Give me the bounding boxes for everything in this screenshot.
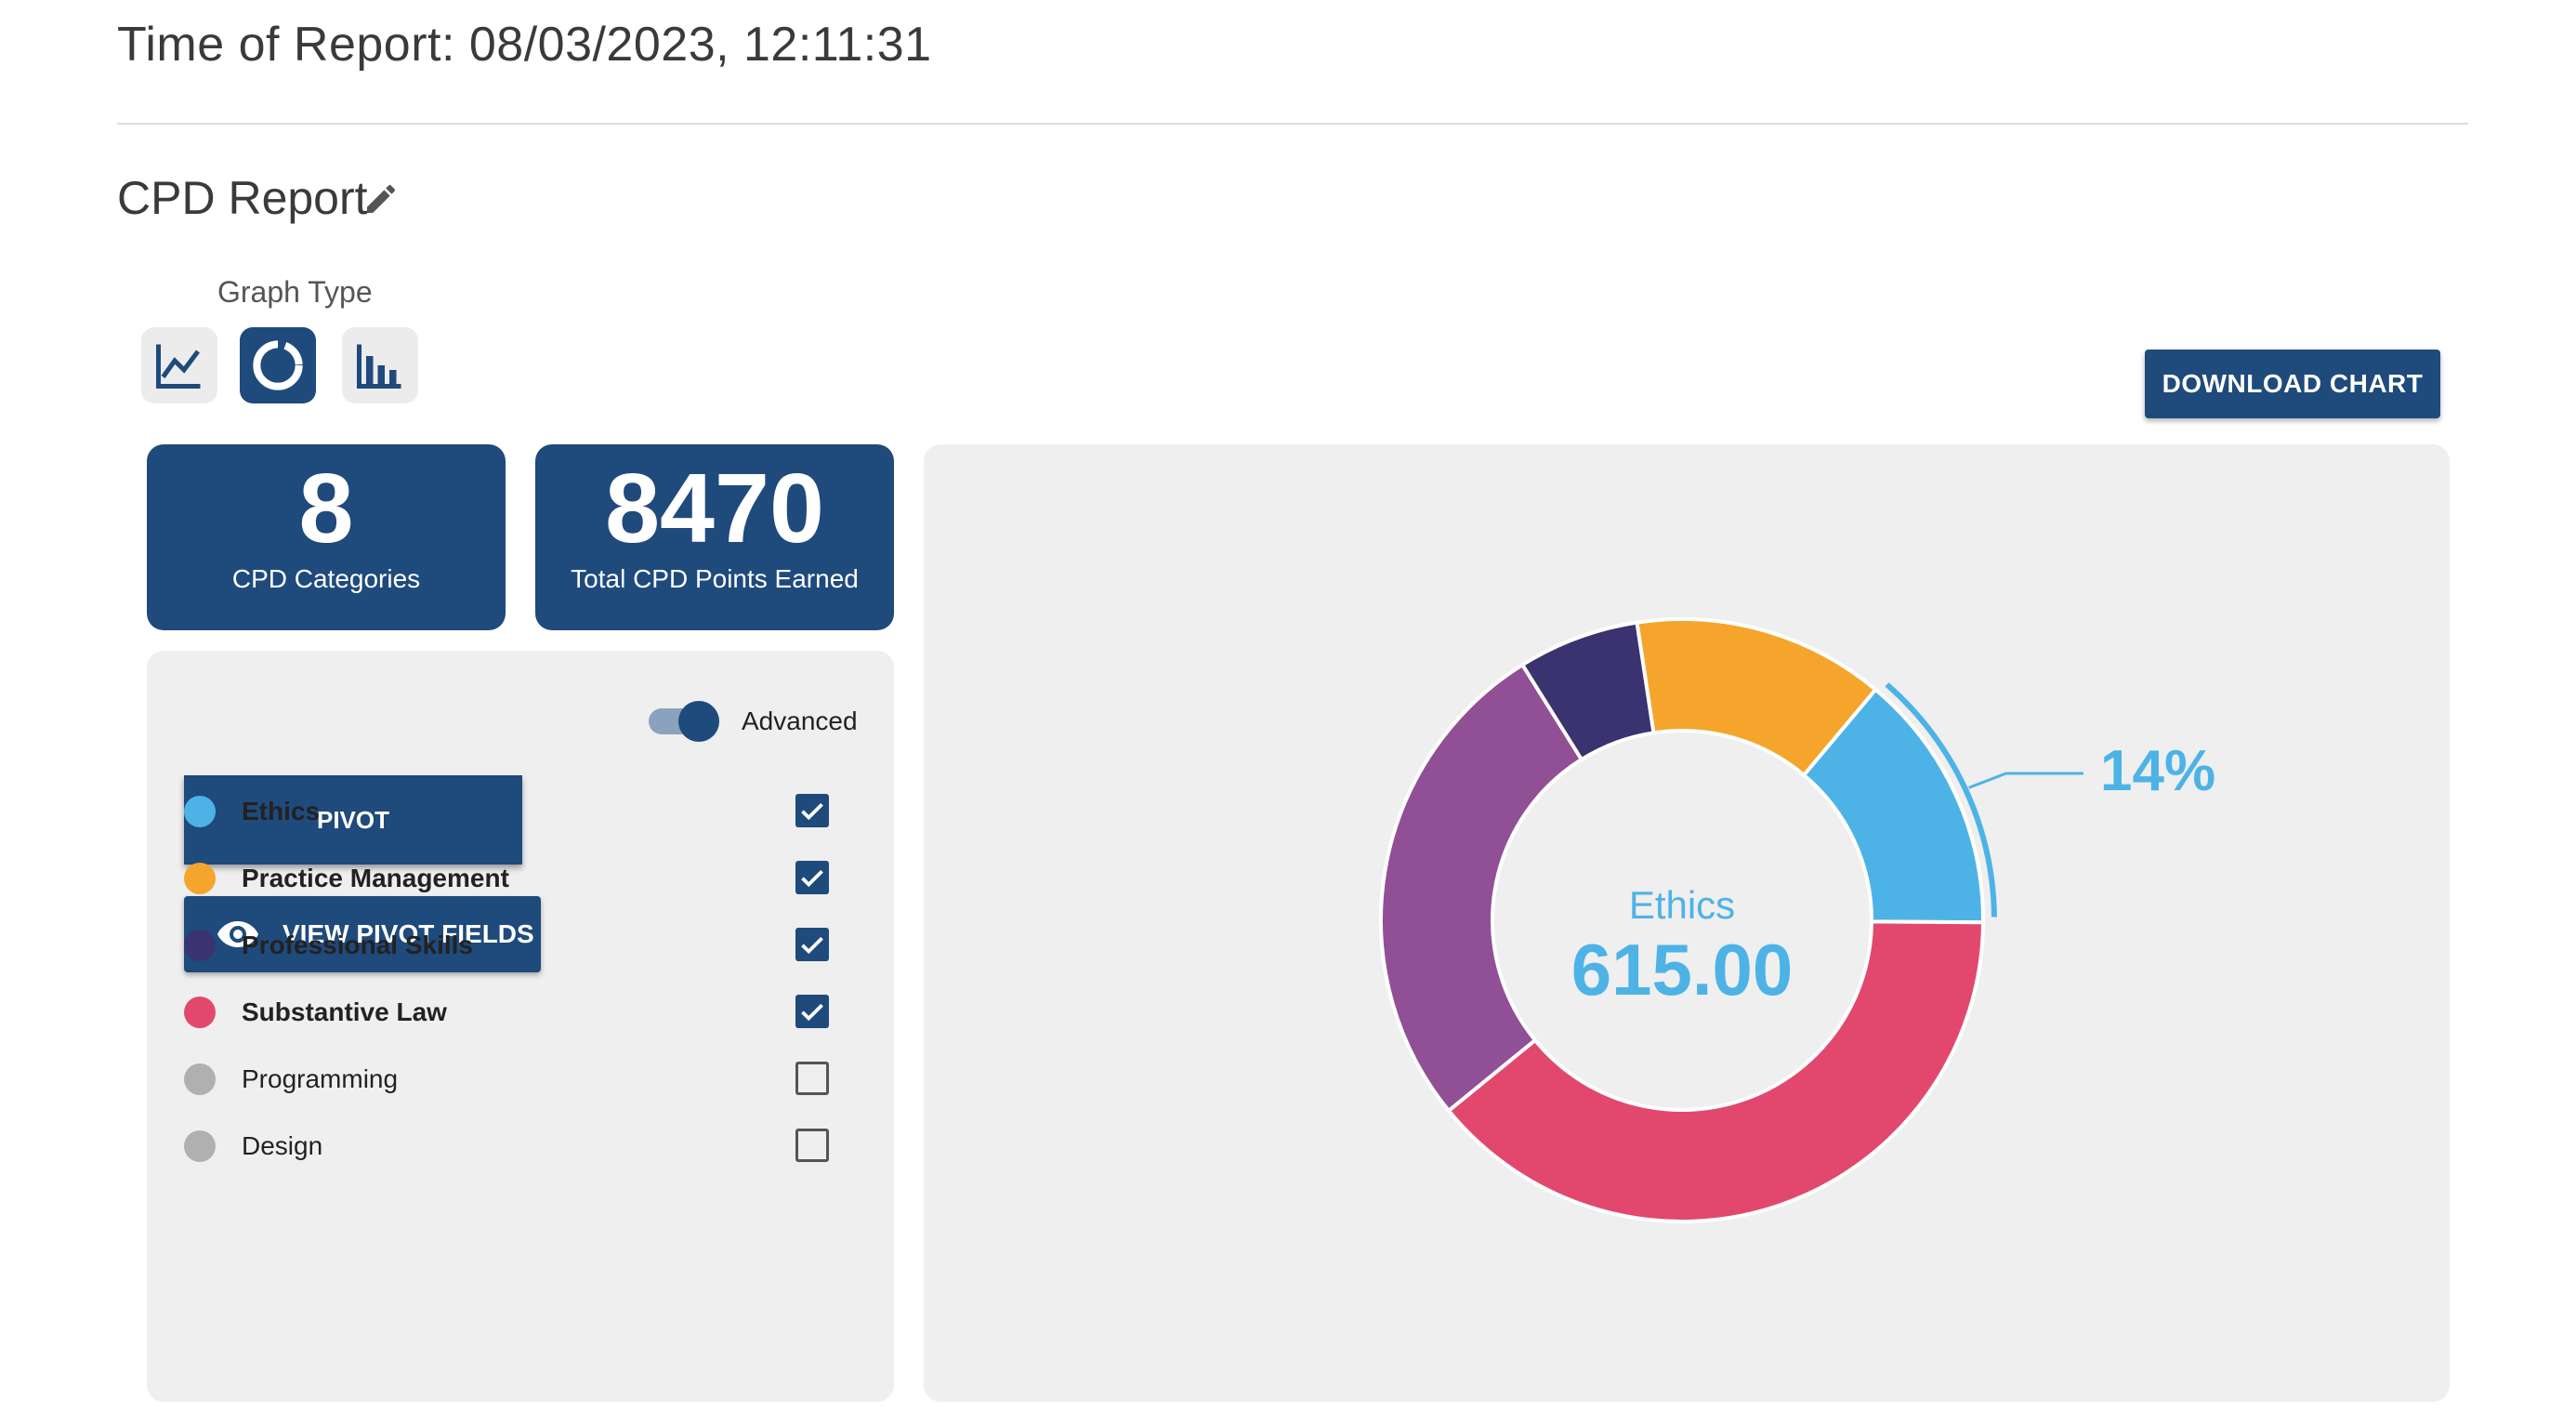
pivot-button[interactable]: PIVOT [184, 775, 522, 865]
stat-label: CPD Categories [231, 564, 421, 594]
stat-label: Total CPD Points Earned [571, 564, 859, 594]
legend-color-dot [184, 1130, 216, 1162]
bar-chart-icon [357, 344, 401, 389]
graph-type-label: Graph Type [217, 275, 373, 309]
toggle-knob[interactable] [678, 701, 719, 742]
legend-item[interactable]: Practice Management [184, 855, 853, 902]
center-value-label: 615.00 [1571, 929, 1794, 1010]
legend-label: Practice Management [242, 864, 509, 892]
legend-item[interactable]: Professional Skills [184, 922, 853, 969]
report-title: CPD Report [117, 172, 368, 224]
legend-color-dot [184, 863, 216, 894]
donut-slice[interactable] [1635, 617, 1879, 778]
line-chart-icon [156, 344, 201, 389]
legend-item[interactable]: Ethics [184, 788, 853, 835]
legend-item[interactable]: Design [184, 1123, 853, 1169]
checkmark-icon [801, 936, 823, 955]
legend-color-dot [184, 930, 216, 961]
stat-value: 8 [298, 454, 354, 563]
advanced-toggle[interactable] [649, 701, 719, 742]
legend-checkbox[interactable] [795, 861, 829, 894]
checkmark-icon [801, 802, 823, 821]
center-category-label: Ethics [1629, 883, 1735, 927]
percent-label: 14% [2100, 739, 2215, 803]
stat-card-total-points: 8470 Total CPD Points Earned [535, 444, 894, 630]
header-divider [117, 123, 2468, 125]
download-chart-button[interactable]: DOWNLOAD CHART [2145, 350, 2440, 418]
legend-checkbox[interactable] [795, 928, 829, 961]
leader-line [1968, 772, 2083, 789]
checkmark-icon [801, 1003, 823, 1022]
stat-value: 8470 [605, 454, 824, 563]
pencil-icon[interactable] [362, 180, 400, 218]
donut-chart-icon [253, 340, 303, 390]
checkmark-icon [801, 869, 823, 888]
donut-slice[interactable] [1446, 919, 1986, 1223]
legend-label: Professional Skills [242, 931, 473, 959]
legend-label: Ethics [242, 797, 321, 825]
view-pivot-fields-button[interactable]: VIEW PIVOT FIELDS [184, 896, 541, 972]
donut-slice[interactable] [1379, 662, 1584, 1114]
legend-color-dot [184, 997, 216, 1028]
legend-label: Substantive Law [242, 997, 447, 1026]
legend-label: Design [242, 1131, 323, 1160]
legend-checkbox[interactable] [795, 995, 829, 1028]
legend-checkbox[interactable] [795, 794, 829, 827]
bar-graph-button[interactable] [342, 327, 418, 403]
view-pivot-label: VIEW PIVOT FIELDS [283, 919, 534, 948]
legend-checkbox[interactable] [795, 1062, 829, 1095]
stat-card-categories: 8 CPD Categories [147, 444, 506, 630]
line-graph-button[interactable] [141, 327, 217, 403]
filter-panel: Advanced PIVOT VIEW PIVOT FIELDS Ethics P… [147, 651, 894, 1402]
legend-color-dot [184, 1063, 216, 1095]
report-time: Time of Report: 08/03/2023, 12:11:31 [117, 18, 932, 72]
legend-color-dot [184, 796, 216, 827]
legend-checkbox[interactable] [795, 1129, 829, 1162]
legend-item[interactable]: Substantive Law [184, 989, 853, 1036]
chart-panel: 14% Ethics 615.00 [924, 444, 2450, 1402]
legend-label: Programming [242, 1064, 399, 1093]
highlight-arc [1885, 682, 1997, 918]
eye-icon [217, 921, 258, 947]
donut-graph-button[interactable] [240, 327, 316, 403]
legend-item[interactable]: Programming [184, 1056, 853, 1103]
advanced-label: Advanced [742, 706, 858, 735]
